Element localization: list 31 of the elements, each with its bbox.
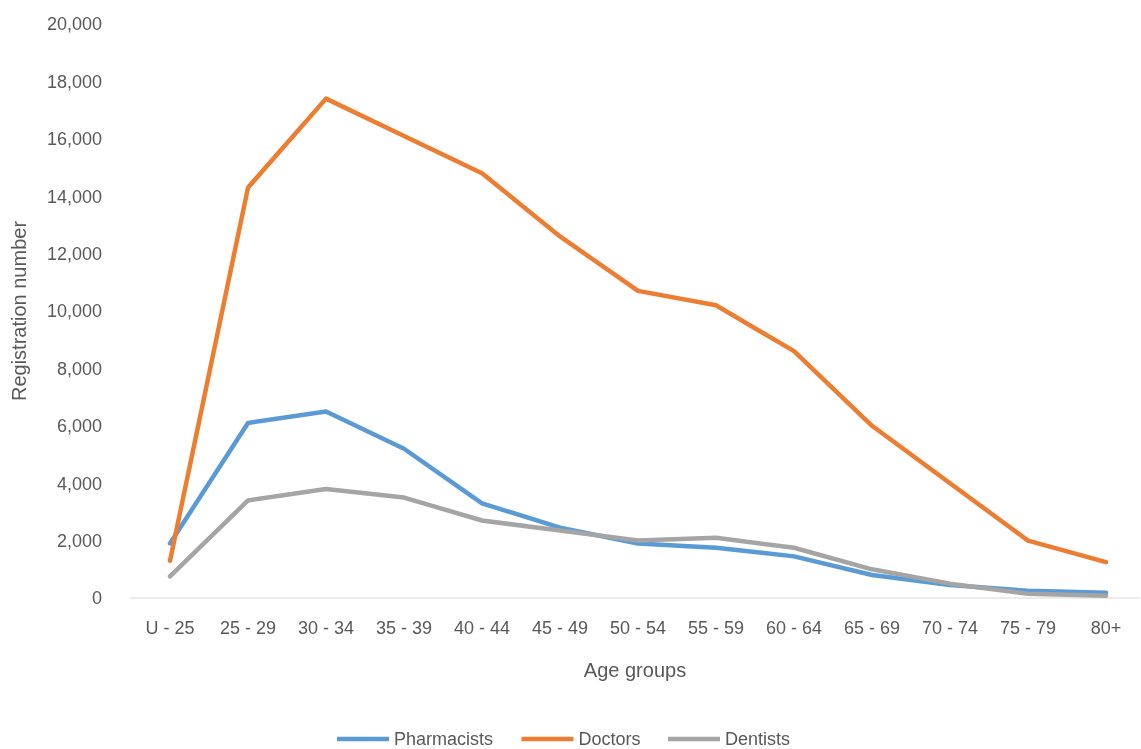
x-tick-label: U - 25	[145, 618, 195, 638]
legend-label: Dentists	[725, 729, 791, 749]
x-tick-label: 25 - 29	[219, 618, 277, 638]
y-tick-label: 8,000	[56, 358, 102, 379]
y-tick-label: 10,000	[46, 301, 102, 322]
x-tick-label: 35 - 39	[375, 618, 433, 638]
y-tick-label: 20,000	[46, 14, 102, 35]
x-tick-label: 40 - 44	[453, 618, 511, 638]
legend-label: Doctors	[578, 729, 641, 749]
y-tick-label: 16,000	[46, 129, 102, 150]
y-tick-label: 18,000	[46, 71, 102, 92]
legend-label: Pharmacists	[394, 729, 494, 749]
y-tick-label: 0	[91, 588, 102, 609]
y-tick-label: 14,000	[46, 186, 102, 207]
line-series	[167, 486, 1109, 598]
x-tick-label: 80+	[1090, 618, 1122, 638]
x-tick-label: 30 - 34	[297, 618, 355, 638]
x-tick-label: 75 - 79	[999, 618, 1057, 638]
x-tick-label: 45 - 49	[531, 618, 589, 638]
y-tick-label: 4,000	[56, 473, 102, 494]
x-tick-label: 65 - 69	[843, 618, 901, 638]
x-tick-label: 55 - 59	[687, 618, 745, 638]
x-tick-label: 70 - 74	[921, 618, 979, 638]
x-tick-label: 60 - 64	[765, 618, 823, 638]
y-tick-label: 2,000	[56, 530, 102, 551]
y-axis-title: Registration number	[8, 220, 30, 402]
y-tick-label: 12,000	[46, 243, 102, 264]
x-axis-title: Age groups	[583, 659, 687, 681]
x-tick-label: 50 - 54	[609, 618, 667, 638]
line-series	[167, 96, 1109, 565]
y-tick-label: 6,000	[56, 416, 102, 437]
